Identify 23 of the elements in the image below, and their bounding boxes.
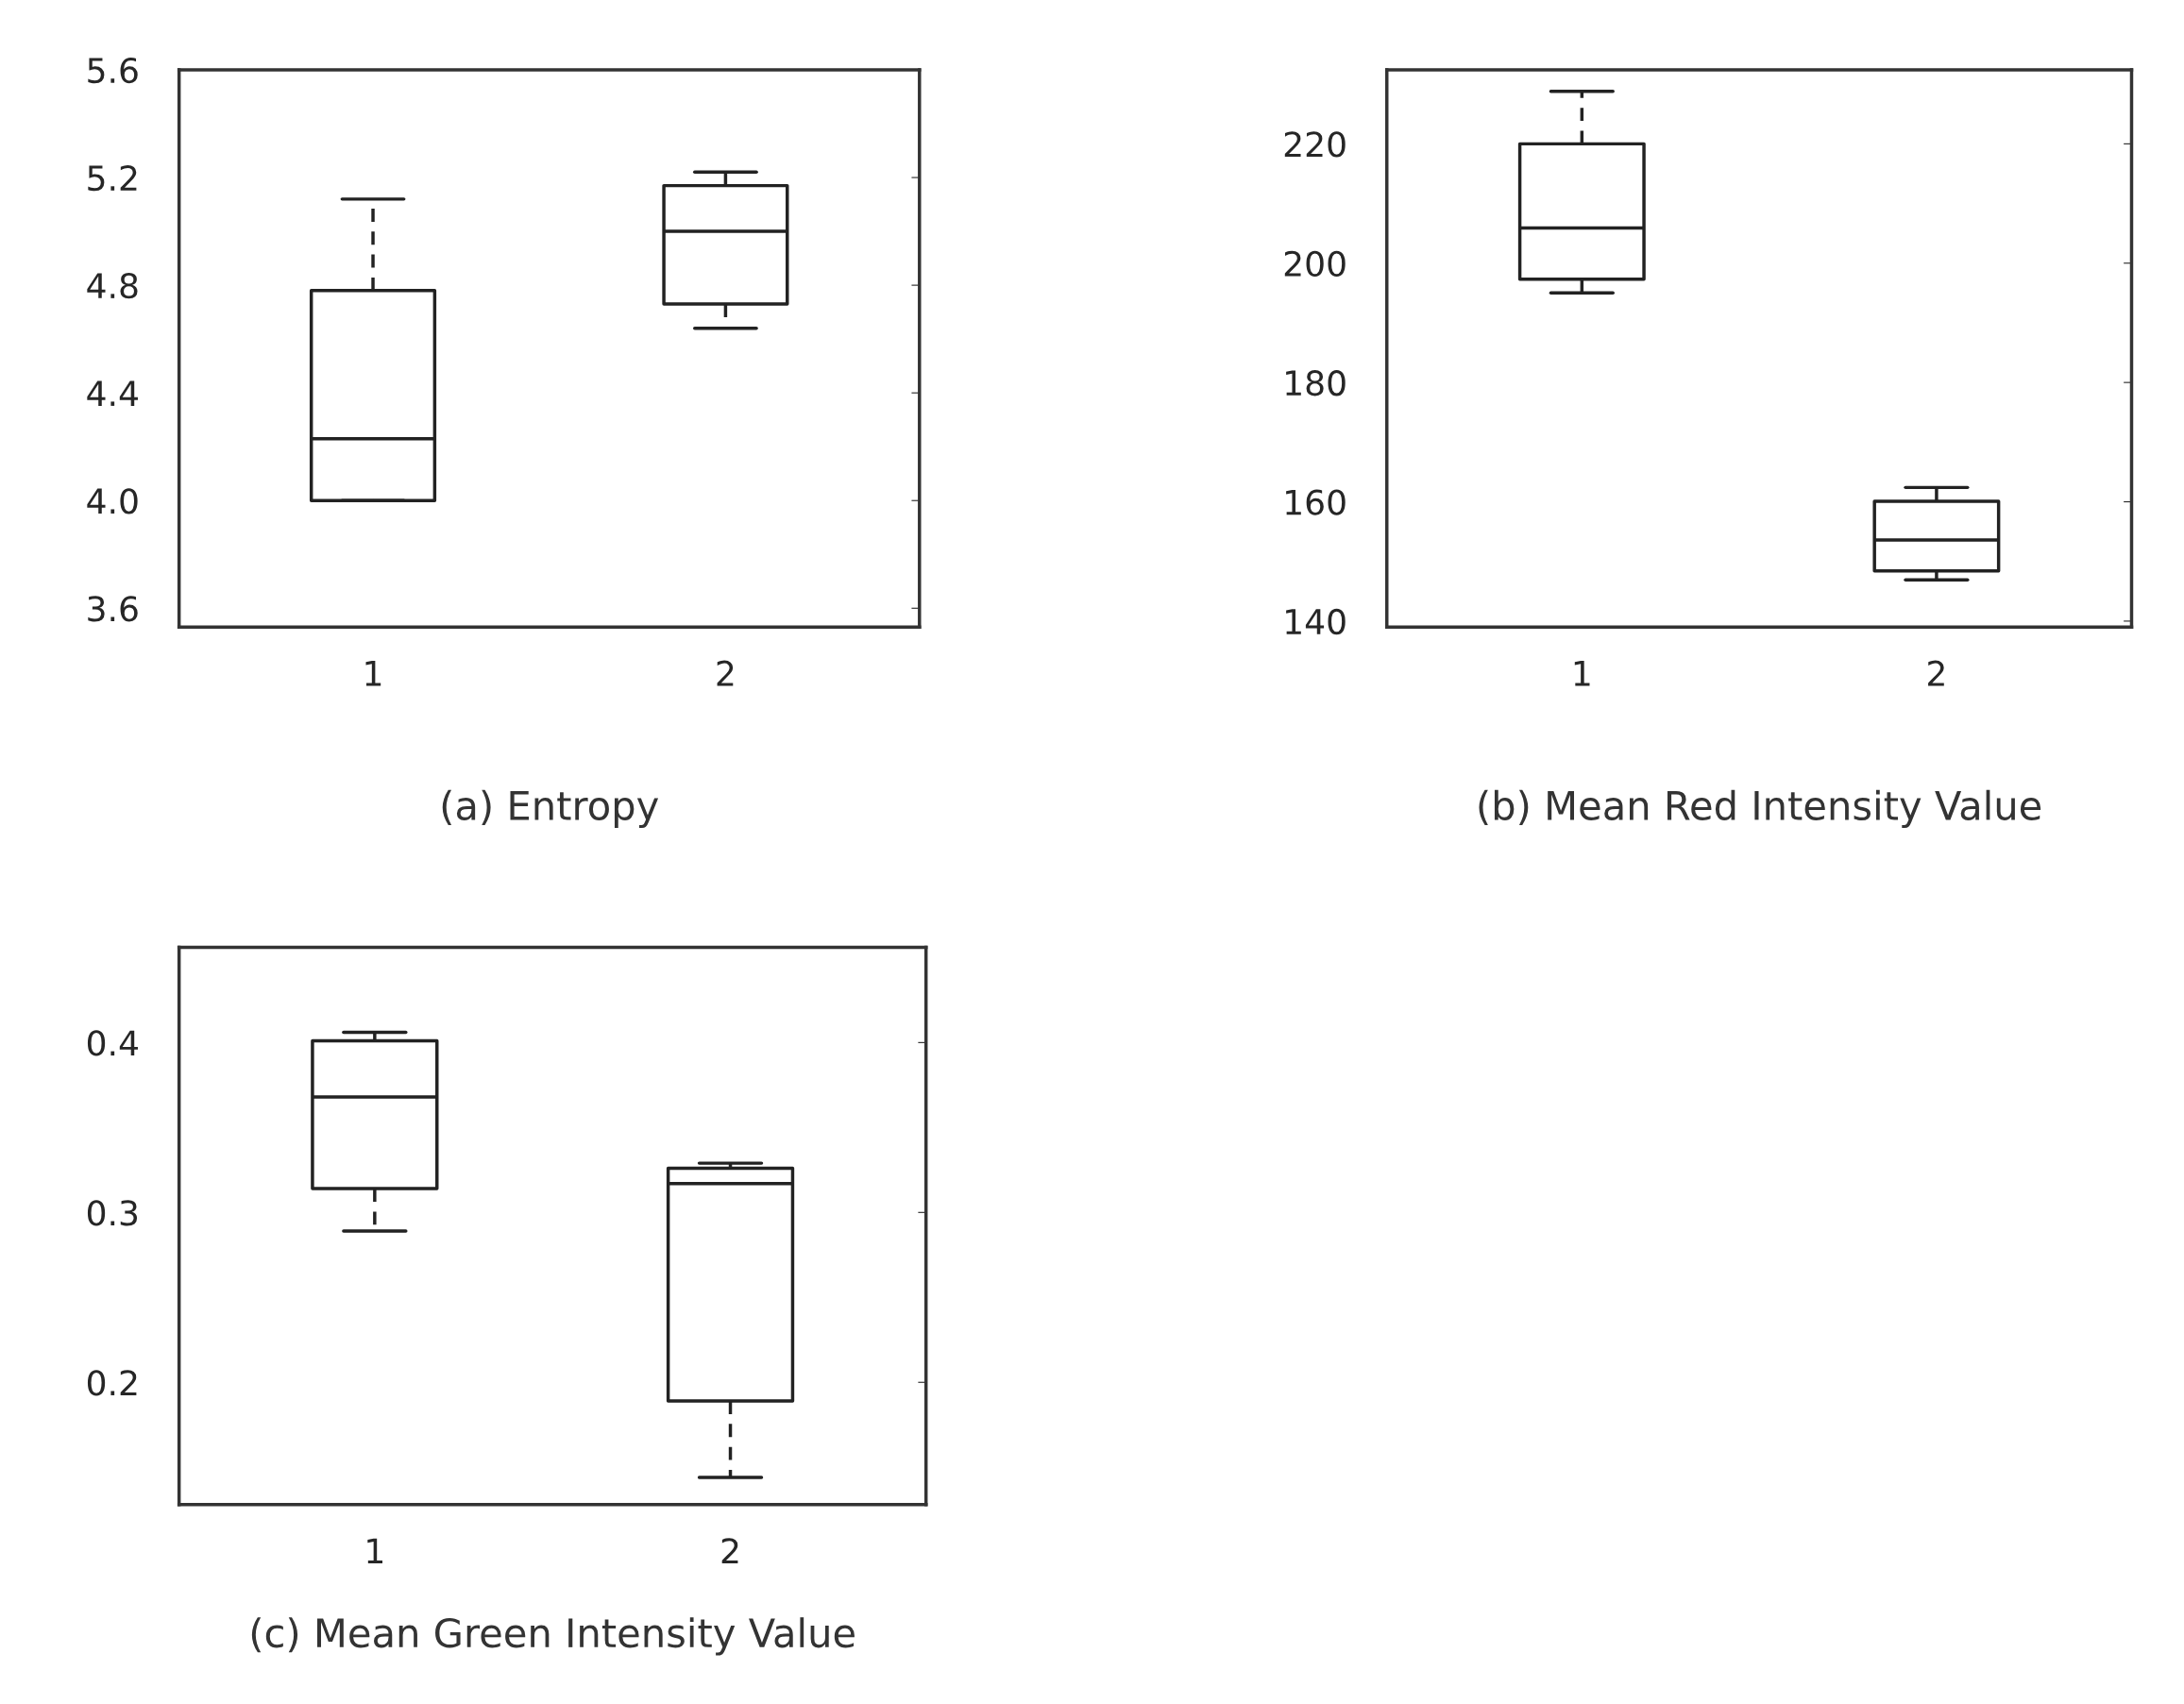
y-tick-label: 4.0 [87,488,138,515]
y-tick-label: 180 [1286,370,1346,396]
text: (c) Mean Green Intensity Value [251,1617,855,1656]
y-tick-label: 3.6 [88,596,138,622]
x-tick-label: 2 [721,1538,738,1563]
y-tick-label: 4.4 [87,380,138,406]
x-tick-label: 1 [365,661,381,686]
y-tick-label: 140 [1286,608,1346,635]
y-tick-label: 0.4 [87,1030,138,1056]
y-tick-label: 160 [1286,489,1346,515]
y-tick-label: 200 [1284,250,1346,277]
x-tick-label: 2 [717,660,734,686]
y-tick-label: 0.2 [87,1370,137,1396]
x-tick-label: 1 [1574,661,1590,686]
y-tick-label: 0.3 [87,1200,138,1226]
y-tick-label: 4.8 [87,273,138,299]
text: (b) Mean Red Intensity Value [1479,789,2041,829]
x-tick-label: 2 [1928,660,1944,686]
y-tick-label: 5.2 [88,164,137,192]
y-tick-label: 220 [1284,131,1346,158]
y-tick-label: 5.6 [88,57,138,84]
text: (a) Entropy [442,789,659,829]
x-tick-label: 1 [367,1538,382,1563]
